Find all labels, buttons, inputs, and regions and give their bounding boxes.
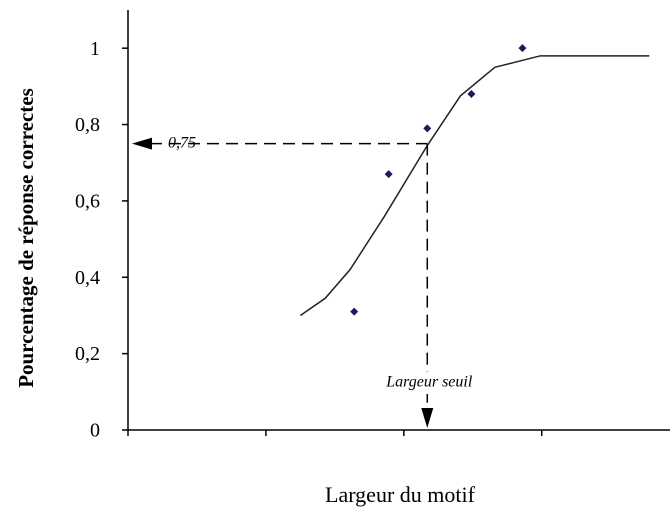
- y-tick-label: 1: [90, 38, 100, 60]
- arrow-down: [421, 408, 434, 428]
- point: [350, 307, 359, 316]
- y-tick-label: 0,6: [75, 191, 100, 213]
- x-axis-label: Largeur du motif: [325, 482, 476, 507]
- threshold-x-label: Largeur seuil: [385, 374, 473, 391]
- y-tick-label: 0: [90, 420, 100, 442]
- threshold-label: 0,75: [168, 134, 196, 151]
- point: [384, 170, 393, 179]
- point: [423, 124, 432, 133]
- y-tick-label: 0,4: [75, 267, 100, 289]
- label-bg: [369, 372, 490, 394]
- y-axis-label: Pourcentage de réponse correctes: [14, 88, 38, 388]
- fit-curve: [299, 55, 650, 317]
- point: [518, 44, 527, 53]
- y-tick-label: 0,2: [75, 343, 100, 365]
- arrow-left: [132, 137, 152, 150]
- y-tick-label: 0,8: [75, 114, 100, 136]
- point: [467, 90, 476, 98]
